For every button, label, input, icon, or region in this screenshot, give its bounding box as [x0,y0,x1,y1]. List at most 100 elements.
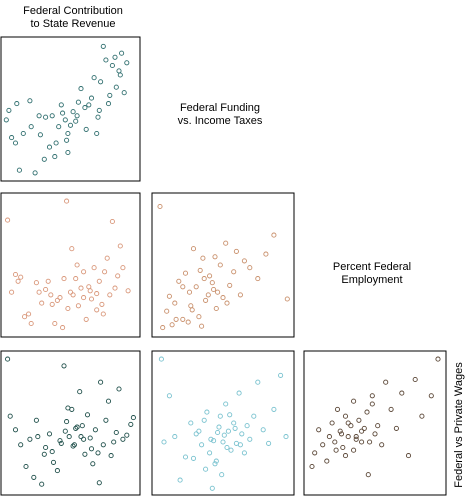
var1-label-line1: Federal Contribution [23,5,123,17]
scatter-point [186,289,193,295]
scatter-point [209,485,215,491]
scatter-point [39,300,45,306]
scatter-point [227,412,233,418]
scatter-point [94,130,100,137]
scatter-point [75,99,81,105]
scatter-point [393,425,399,431]
scatter-point [105,101,112,107]
scatter-point [158,356,164,362]
scatter-point [223,401,229,407]
scatter-point [74,424,80,430]
scatter-point [107,292,113,298]
scatter-point [43,444,49,451]
scatter-point [78,434,84,440]
scatter-point [81,269,87,275]
panel-row2-col2-frame [151,192,295,338]
scatter-point [88,446,95,452]
scatter-point [372,431,378,437]
scatter-point [283,434,289,440]
scatter-point [70,443,76,449]
scatter-point [20,130,26,137]
scatter-point [86,102,92,108]
scatter-point [64,137,70,143]
scatter-point [332,439,338,445]
scatter-point [36,113,42,119]
var2-label-line1: Federal Funding [180,102,260,114]
var2-label-line2: vs. Income Taxes [178,115,263,127]
scatter-point [224,444,230,451]
scatter-point [48,292,54,298]
scatter-point [200,255,206,261]
scatter-point [37,132,43,138]
scatter-point [435,356,441,362]
scatter-point [49,113,55,119]
scatter-point [84,412,91,418]
points-layer [3,43,441,491]
var4-label: Federal vs Private Wages [453,362,465,488]
scatter-point [26,311,32,317]
scatter-point [36,289,42,295]
scatter-point [356,417,362,423]
scatter-point [15,278,21,284]
scatter-point [193,284,199,290]
scatter-point [45,278,51,284]
scatter-point [172,434,178,440]
scatter-point [57,295,63,301]
scatter-point [217,413,223,419]
scatter-point [53,140,59,146]
scatter-point [91,265,97,271]
scatter-point [73,425,79,431]
scatter-point [157,203,163,210]
scatter-point [70,292,76,298]
scatter-point [112,285,118,291]
panel-row1-col1-points [3,43,130,176]
panel-row3-col1-points [5,356,136,487]
panel-row3-col2-frame [151,350,295,496]
scatter-point [353,434,359,440]
scatter-point [375,423,381,429]
scatter-point [66,434,72,440]
panel-row3-col1-frame [0,350,141,496]
scatter-point [49,301,55,307]
scatter-point [65,305,71,312]
scatter-point [345,420,351,426]
scatter-point [117,243,123,249]
scatter-point [90,461,96,467]
scatter-point [64,419,70,425]
scatter-point [223,240,229,246]
scatter-point [61,276,67,282]
scatter-point [205,292,211,298]
scatter-point [124,60,130,66]
scatter-point [65,405,71,411]
scatter-point [109,218,115,225]
scatter-point [216,424,222,430]
scatter-point [324,458,330,464]
scatter-point [188,420,194,426]
scatter-point [320,442,326,448]
scatter-point [342,413,349,419]
scatter-point [77,389,83,395]
scatter-point [5,356,11,362]
scatter-point [173,316,179,322]
scatter-point [379,442,385,448]
scatter-point [241,258,247,264]
scatter-point [18,442,24,448]
scatter-point [9,135,15,141]
scatter-point [6,107,12,113]
scatter-point [94,291,100,297]
scatter-point [96,278,102,284]
scatter-point [87,288,93,294]
scatter-point [92,427,98,433]
scatter-point [14,101,20,107]
scatter-point [365,472,371,478]
scatter-point [50,459,57,465]
scatter-point [180,316,186,322]
scatter-point [43,114,49,120]
scatter-point [177,477,183,483]
panel-row3-col2-points [158,356,289,491]
scatter-point [73,118,79,124]
scatter-point [333,447,339,453]
scatter-point [166,293,172,299]
scatter-point [361,425,367,431]
